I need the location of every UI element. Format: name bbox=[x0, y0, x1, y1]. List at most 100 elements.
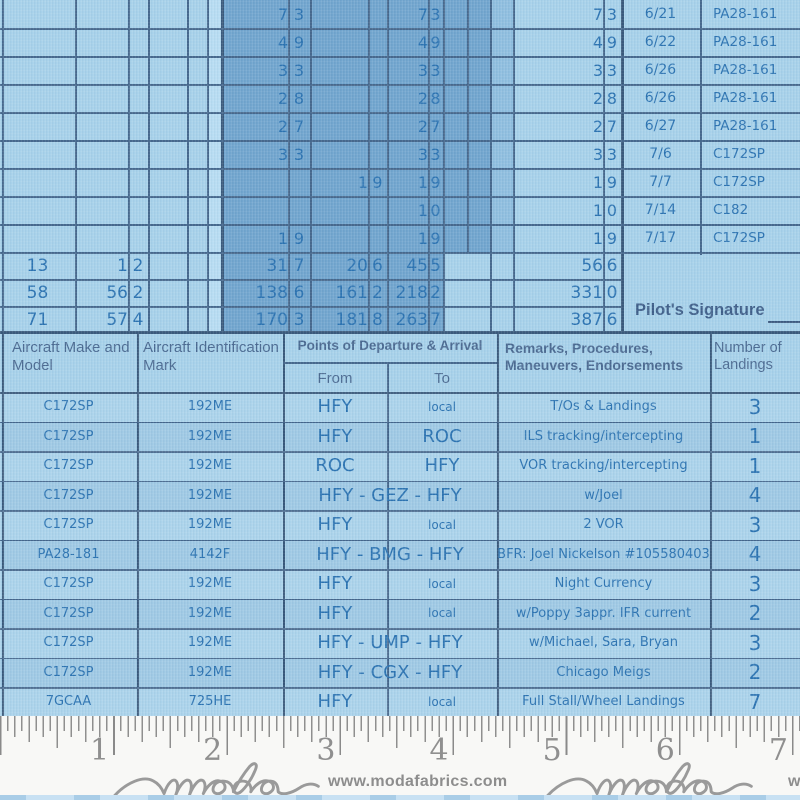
header-aircraft-make: Aircraft Make and Model bbox=[12, 339, 130, 374]
identification-mark-cell: 192ME bbox=[187, 399, 233, 415]
total-cell: 13 bbox=[26, 255, 49, 276]
landings-count-cell: 4 bbox=[748, 542, 762, 567]
route-cell bbox=[283, 510, 497, 540]
identification-mark-cell: 192ME bbox=[187, 487, 233, 503]
hours-cell bbox=[310, 196, 373, 224]
pilot-signature-label: Pilot's Signature bbox=[635, 301, 765, 319]
hours-tenths-cell: 3 bbox=[293, 144, 305, 164]
date-cell: 7/6 bbox=[649, 146, 672, 162]
aircraft-make-cell: 7GCAA bbox=[45, 694, 92, 710]
landings-count-cell: 3 bbox=[748, 394, 762, 419]
grid-line bbox=[75, 0, 77, 333]
date-cell: 7/14 bbox=[644, 202, 677, 218]
hours-tenths-cell: 0 bbox=[606, 200, 618, 220]
grid-line bbox=[0, 569, 800, 571]
medium-hours-band bbox=[490, 0, 513, 252]
inch-number: 7 bbox=[768, 733, 788, 768]
moda-logo bbox=[545, 757, 755, 799]
departure-cell: HFY bbox=[317, 573, 353, 595]
grid-line bbox=[283, 333, 285, 716]
total-tenths-cell: 6 bbox=[606, 309, 618, 330]
route-cell: HFY - BMG - HFY bbox=[316, 543, 464, 565]
arrival-cell: HFY bbox=[424, 455, 460, 477]
grid-line bbox=[0, 657, 800, 659]
modafabrics-url: www.modafabrics.com bbox=[328, 773, 508, 790]
hours-tenths-cell: 9 bbox=[430, 228, 441, 248]
departure-cell: ROC bbox=[315, 455, 355, 477]
total-cell: 45 bbox=[406, 255, 428, 276]
hours-cell bbox=[310, 140, 373, 168]
flight-hours-row: 2 7 2 7 2 7 6/27 PA28-161 bbox=[0, 112, 800, 140]
identification-mark-cell: 192ME bbox=[187, 664, 233, 680]
hours-tenths-cell: 9 bbox=[293, 228, 305, 248]
inch-number: 4 bbox=[429, 733, 449, 768]
hours-cell: 3 bbox=[417, 60, 428, 80]
total-cell: 161 bbox=[335, 282, 368, 303]
aircraft-type-cell: PA28-161 bbox=[713, 34, 778, 50]
grid-line bbox=[0, 451, 800, 453]
flight-hours-row: 1 9 1 9 1 9 7/17 C172SP bbox=[0, 224, 800, 252]
grid-line bbox=[387, 362, 389, 716]
hours-cell: 1 bbox=[417, 200, 428, 220]
grid-line bbox=[513, 0, 515, 333]
total-cell: 56 bbox=[106, 282, 128, 303]
aircraft-make-cell: C172SP bbox=[43, 635, 94, 651]
total-tenths-cell: 4 bbox=[132, 309, 144, 330]
logbook-entry-row: 7GCAA 725HE HFY local Full Stall/Wheel L… bbox=[0, 687, 800, 716]
grid-line bbox=[2, 0, 4, 333]
total-tenths-cell: 2 bbox=[132, 255, 144, 276]
aircraft-make-cell: C172SP bbox=[43, 605, 94, 621]
hours-tenths-cell bbox=[368, 224, 387, 252]
grid-line bbox=[368, 0, 370, 333]
arrival-cell: local bbox=[428, 694, 456, 709]
identification-mark-cell: 192ME bbox=[187, 517, 233, 533]
date-cell: 6/21 bbox=[644, 6, 677, 22]
date-cell: 6/27 bbox=[644, 118, 677, 134]
route-cell bbox=[283, 599, 497, 629]
grid-line bbox=[0, 510, 800, 512]
grid-line bbox=[387, 0, 389, 333]
total-cell: 263 bbox=[395, 309, 428, 330]
hours-cell: 2 bbox=[277, 116, 288, 136]
grid-line bbox=[207, 0, 209, 333]
total-cell: 71 bbox=[26, 309, 49, 330]
totals-row: 13 1 2 31 7 20 6 45 5 56 6 bbox=[0, 252, 800, 279]
next-fabric-row-edge bbox=[0, 795, 800, 800]
logbook-entry-row: PA28-181 4142F HFY - BMG - HFY BFR: Joel… bbox=[0, 539, 800, 569]
total-cell: 1 bbox=[117, 255, 128, 276]
hours-tenths-cell: 9 bbox=[293, 32, 305, 52]
hours-tenths-cell bbox=[288, 168, 310, 196]
light-gutter-band bbox=[207, 0, 221, 333]
hours-cell bbox=[310, 224, 373, 252]
grid-line bbox=[0, 28, 800, 30]
departure-cell: HFY bbox=[317, 514, 353, 536]
arrival-cell: local bbox=[428, 517, 456, 532]
hours-tenths-cell: 8 bbox=[606, 88, 618, 108]
totals-row: 58 56 2 138 6 161 2 218 2 331 0 bbox=[0, 279, 800, 306]
remarks-cell: VOR tracking/intercepting bbox=[519, 458, 688, 474]
header-remarks: Remarks, Procedures, Maneuvers, Endorsem… bbox=[505, 340, 684, 373]
grid-line bbox=[0, 628, 800, 630]
header-points-departure-arrival: Points of Departure & Arrival bbox=[297, 338, 483, 353]
hours-tenths-cell: 3 bbox=[430, 144, 441, 164]
grid-line bbox=[0, 279, 621, 281]
hours-cell: 2 bbox=[277, 88, 288, 108]
header-to: To bbox=[434, 370, 450, 387]
pilot-logbook-print: 7 3 7 3 7 3 6/21 PA28-161 4 9 4 9 4 9 6/… bbox=[0, 0, 800, 716]
total-tenths-cell: 2 bbox=[132, 282, 144, 303]
logbook-entry-row: C172SP 192ME HFY - CGX - HFY Chicago Mei… bbox=[0, 657, 800, 687]
flight-hours-row: 1 0 1 0 7/14 C182 bbox=[0, 196, 800, 224]
arrival-cell: local bbox=[428, 606, 456, 621]
hours-tenths-cell: 8 bbox=[293, 88, 305, 108]
hours-cell bbox=[221, 168, 294, 196]
grid-line bbox=[0, 331, 800, 334]
hours-tenths-cell: 3 bbox=[606, 60, 618, 80]
grid-line bbox=[0, 687, 800, 689]
hours-tenths-cell bbox=[368, 112, 387, 140]
aircraft-make-cell: PA28-181 bbox=[37, 546, 100, 562]
hours-tenths-cell: 7 bbox=[606, 116, 618, 136]
date-cell: 7/17 bbox=[644, 230, 677, 246]
flight-hours-row: 3 3 3 3 3 3 7/6 C172SP bbox=[0, 140, 800, 168]
hours-tenths-cell bbox=[368, 28, 387, 56]
